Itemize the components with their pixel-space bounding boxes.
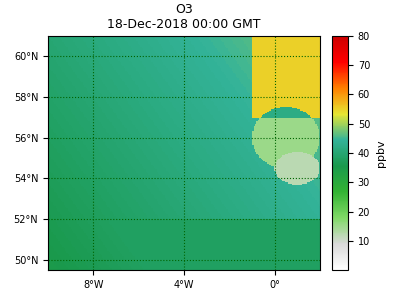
Y-axis label: ppbv: ppbv [376, 139, 386, 167]
Title: O3
18-Dec-2018 00:00 GMT: O3 18-Dec-2018 00:00 GMT [107, 3, 261, 31]
